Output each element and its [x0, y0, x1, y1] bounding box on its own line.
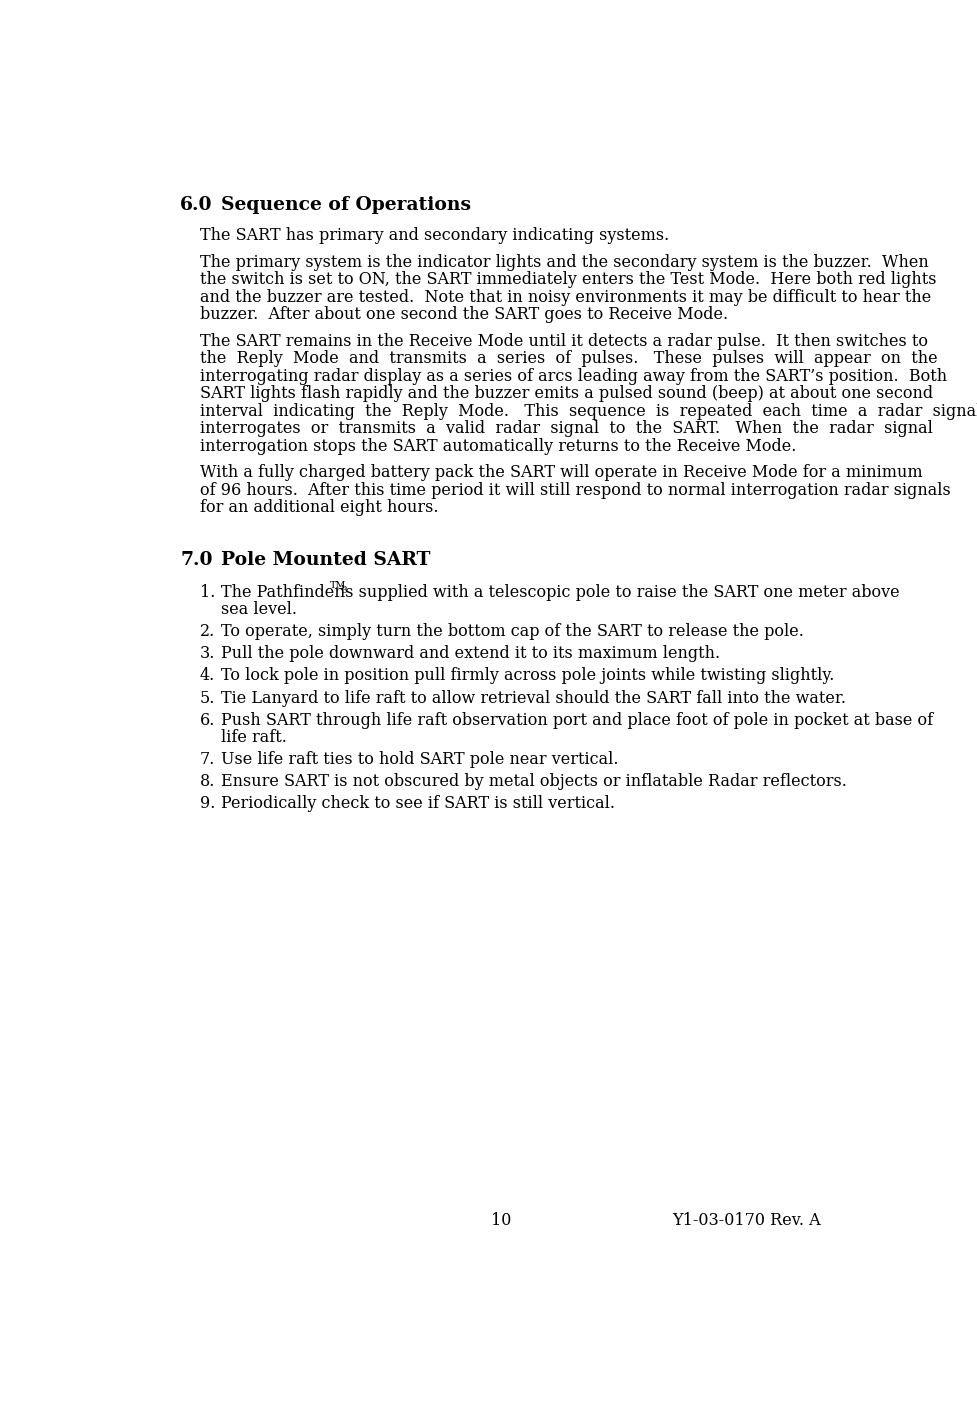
- Text: To operate, simply turn the bottom cap of the SART to release the pole.: To operate, simply turn the bottom cap o…: [221, 624, 803, 641]
- Text: sea level.: sea level.: [221, 601, 297, 618]
- Text: The SART remains in the Receive Mode until it detects a radar pulse.  It then sw: The SART remains in the Receive Mode unt…: [199, 333, 927, 350]
- Text: The Pathfinder: The Pathfinder: [221, 584, 342, 601]
- Text: Pole Mounted SART: Pole Mounted SART: [221, 552, 430, 570]
- Text: 3.: 3.: [199, 645, 215, 662]
- Text: Periodically check to see if SART is still vertical.: Periodically check to see if SART is sti…: [221, 796, 615, 813]
- Text: interrogates  or  transmits  a  valid  radar  signal  to  the  SART.   When  the: interrogates or transmits a valid radar …: [199, 420, 932, 437]
- Text: 6.0: 6.0: [180, 196, 213, 214]
- Text: 1.: 1.: [199, 584, 215, 601]
- Text: Sequence of Operations: Sequence of Operations: [221, 196, 471, 214]
- Text: interval  indicating  the  Reply  Mode.   This  sequence  is  repeated  each  ti: interval indicating the Reply Mode. This…: [199, 402, 977, 419]
- Text: The primary system is the indicator lights and the secondary system is the buzze: The primary system is the indicator ligh…: [199, 254, 928, 271]
- Text: Ensure SART is not obscured by metal objects or inflatable Radar reflectors.: Ensure SART is not obscured by metal obj…: [221, 773, 846, 790]
- Text: 3: 3: [341, 586, 347, 595]
- Text: The SART has primary and secondary indicating systems.: The SART has primary and secondary indic…: [199, 227, 669, 244]
- Text: 5.: 5.: [199, 690, 215, 707]
- Text: Pull the pole downward and extend it to its maximum length.: Pull the pole downward and extend it to …: [221, 645, 720, 662]
- Text: 8.: 8.: [199, 773, 215, 790]
- Text: Tie Lanyard to life raft to allow retrieval should the SART fall into the water.: Tie Lanyard to life raft to allow retrie…: [221, 690, 845, 707]
- Text: 4.: 4.: [199, 667, 215, 684]
- Text: 7.0: 7.0: [180, 552, 213, 570]
- Text: interrogation stops the SART automatically returns to the Receive Mode.: interrogation stops the SART automatical…: [199, 437, 796, 454]
- Text: 7.: 7.: [199, 751, 215, 768]
- Text: life raft.: life raft.: [221, 729, 286, 746]
- Text: To lock pole in position pull firmly across pole joints while twisting slightly.: To lock pole in position pull firmly acr…: [221, 667, 834, 684]
- Text: 6.: 6.: [199, 711, 215, 728]
- Text: of 96 hours.  After this time period it will still respond to normal interrogati: of 96 hours. After this time period it w…: [199, 481, 951, 499]
- Text: Y1-03-0170 Rev. A: Y1-03-0170 Rev. A: [672, 1212, 822, 1229]
- Text: With a fully charged battery pack the SART will operate in Receive Mode for a mi: With a fully charged battery pack the SA…: [199, 464, 922, 481]
- Text: the  Reply  Mode  and  transmits  a  series  of  pulses.   These  pulses  will  : the Reply Mode and transmits a series of…: [199, 350, 937, 367]
- Text: is supplied with a telescopic pole to raise the SART one meter above: is supplied with a telescopic pole to ra…: [335, 584, 900, 601]
- Text: interrogating radar display as a series of arcs leading away from the SART’s pos: interrogating radar display as a series …: [199, 368, 947, 385]
- Text: Push SART through life raft observation port and place foot of pole in pocket at: Push SART through life raft observation …: [221, 711, 933, 728]
- Text: 10: 10: [490, 1212, 511, 1229]
- Text: SART lights flash rapidly and the buzzer emits a pulsed sound (beep) at about on: SART lights flash rapidly and the buzzer…: [199, 385, 933, 402]
- Text: for an additional eight hours.: for an additional eight hours.: [199, 499, 438, 516]
- Text: the switch is set to ON, the SART immediately enters the Test Mode.  Here both r: the switch is set to ON, the SART immedi…: [199, 271, 936, 288]
- Text: Use life raft ties to hold SART pole near vertical.: Use life raft ties to hold SART pole nea…: [221, 751, 618, 768]
- Text: TM: TM: [330, 581, 347, 590]
- Text: 9.: 9.: [199, 796, 215, 813]
- Text: 2.: 2.: [199, 624, 215, 641]
- Text: buzzer.  After about one second the SART goes to Receive Mode.: buzzer. After about one second the SART …: [199, 306, 728, 323]
- Text: and the buzzer are tested.  Note that in noisy environments it may be difficult : and the buzzer are tested. Note that in …: [199, 289, 931, 306]
